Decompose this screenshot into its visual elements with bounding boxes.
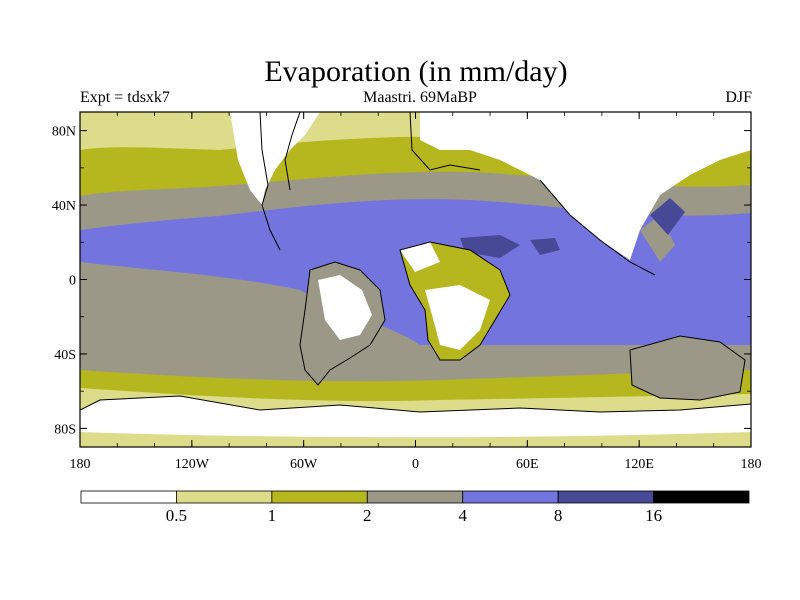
lat-tick-label: 80N: [52, 125, 76, 140]
antarctica-land: [80, 396, 751, 447]
legend-swatch: [80, 490, 177, 504]
west-pacific-peak: [650, 198, 685, 235]
eurasia-land: [420, 112, 751, 260]
east-asia-coast: [640, 215, 675, 262]
lon-tick-label: 120E: [624, 457, 654, 472]
legend-swatch: [271, 490, 368, 504]
period-label: Maastri. 69MaBP: [363, 89, 477, 106]
legend-label: 4: [458, 506, 467, 525]
coastline-west-america: [259, 112, 281, 251]
coastline-antarctica: [80, 395, 751, 413]
legend-swatch: [176, 490, 273, 504]
lon-tick-label: 0: [412, 457, 419, 472]
lat-tick-label: 0: [69, 274, 76, 289]
coastlines: [80, 112, 751, 413]
legend-label: 8: [554, 506, 563, 525]
coastline-africa: [399, 241, 511, 361]
africa-interior: [425, 285, 490, 350]
map-plot: [80, 112, 751, 447]
colorbar-legend: 0.5 1 2 4 8 16: [80, 490, 750, 525]
longitude-axis: 180 120W 60W 0 60E 120E 180: [70, 112, 762, 472]
legend-label: 0.5: [166, 506, 187, 525]
south-america-interior: [318, 275, 372, 340]
latitude-axis: 80N 40N 0 40S 80S: [52, 125, 751, 437]
legend-label: 1: [268, 506, 277, 525]
north-america-land: [230, 112, 320, 205]
legend-swatch: [462, 490, 559, 504]
legend-swatch: [653, 490, 750, 504]
season-label: DJF: [725, 89, 752, 106]
experiment-label: Expt = tdsxk7: [80, 89, 170, 106]
legend-swatch: [366, 490, 464, 504]
polar-edge-band: [80, 432, 751, 447]
lon-tick-label: 180: [70, 457, 91, 472]
coastline-europe: [409, 112, 481, 171]
coastline-australia: [629, 335, 746, 401]
legend-label: 2: [363, 506, 372, 525]
indian-peak: [530, 238, 560, 255]
legend-swatch: [557, 490, 654, 504]
lat-tick-label: 40S: [54, 348, 76, 363]
coastline-east-america: [284, 112, 301, 191]
australia-land: [630, 336, 745, 400]
lon-tick-label: 180: [741, 457, 762, 472]
lat-tick-label: 40N: [52, 199, 76, 214]
lon-tick-label: 120W: [175, 457, 210, 472]
lon-tick-label: 60E: [516, 457, 539, 472]
coastline-asia: [539, 179, 656, 276]
tethys-peak: [460, 235, 520, 258]
lon-tick-label: 60W: [290, 457, 318, 472]
lat-tick-label: 80S: [54, 422, 76, 437]
coastline-south-america: [299, 261, 386, 386]
chart-title: Evaporation (in mm/day): [264, 55, 568, 88]
legend-label: 16: [645, 506, 662, 525]
north-africa-interior: [400, 242, 440, 272]
